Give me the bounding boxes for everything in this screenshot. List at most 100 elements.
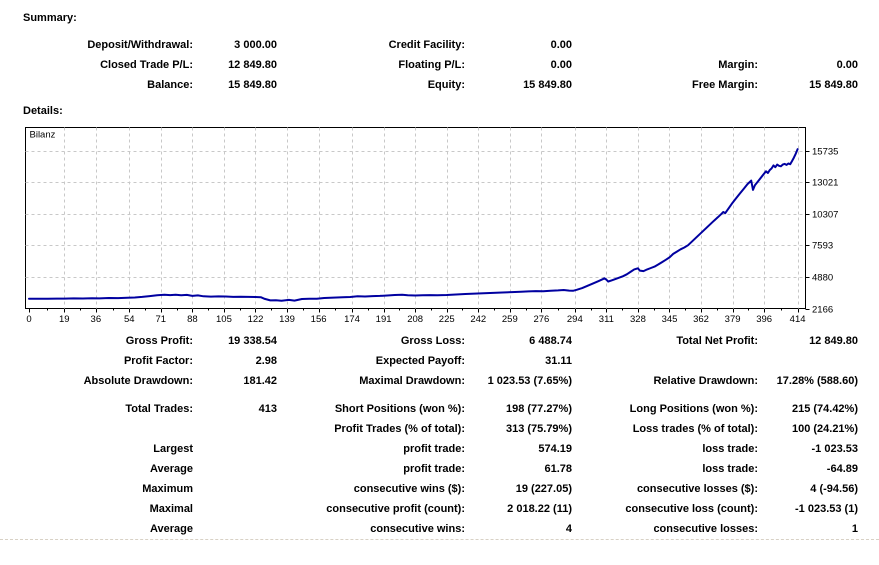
x-tick-label: 88 — [187, 314, 198, 325]
x-tick-label: 191 — [376, 314, 392, 325]
x-tick-label: 122 — [248, 314, 264, 325]
stat-value: 15 849.80 — [523, 79, 572, 91]
chart-series-label: Bilanz — [30, 130, 56, 141]
stat-label: Gross Loss: — [400, 335, 465, 347]
details-heading: Details: — [23, 105, 63, 117]
stat-label: consecutive wins ($): — [353, 483, 465, 495]
stat-value: 61.78 — [544, 463, 572, 475]
stat-value: 2 018.22 (11) — [507, 503, 572, 515]
stat-value: 198 (77.27%) — [505, 403, 572, 415]
stat-value: 0.00 — [550, 39, 572, 51]
stat-label: Floating P/L: — [398, 59, 465, 71]
x-tick-label: 174 — [344, 314, 360, 325]
stat-label: Expected Payoff: — [375, 355, 465, 367]
x-tick-label: 259 — [502, 314, 518, 325]
stat-label: Maximal — [149, 503, 193, 515]
stat-label: consecutive wins: — [370, 523, 465, 535]
stat-label: Maximum — [142, 483, 193, 495]
y-tick-label: 7593 — [812, 241, 833, 252]
stat-label: profit trade: — [403, 443, 465, 455]
stat-label: Free Margin: — [691, 79, 758, 91]
x-tick-label: 242 — [470, 314, 486, 325]
x-tick-label: 414 — [790, 314, 806, 325]
stat-value: 1 — [851, 523, 858, 535]
stat-label: Closed Trade P/L: — [100, 59, 193, 71]
stat-value: 19 (227.05) — [515, 483, 572, 495]
x-tick-label: 54 — [124, 314, 135, 325]
x-tick-label: 105 — [216, 314, 232, 325]
x-tick-label: 396 — [756, 314, 772, 325]
stat-value: 313 (75.79%) — [505, 423, 572, 435]
x-tick-label: 311 — [599, 314, 614, 325]
stat-value: 4 (-94.56) — [810, 483, 858, 495]
stat-value: 413 — [258, 403, 277, 415]
stat-label: Average — [149, 463, 193, 475]
y-tick-label: 10307 — [812, 210, 838, 221]
stat-label: Total Net Profit: — [676, 335, 758, 347]
stat-value: 574.19 — [538, 443, 572, 455]
stat-label: Maximal Drawdown: — [359, 375, 465, 387]
summary-heading: Summary: — [23, 12, 77, 24]
stat-label: Balance: — [147, 79, 193, 91]
stat-label: Credit Facility: — [388, 39, 465, 51]
x-tick-label: 362 — [693, 314, 709, 325]
stat-label: Profit Factor: — [123, 355, 193, 367]
balance-line — [28, 148, 799, 302]
stat-label: consecutive loss (count): — [625, 503, 758, 515]
stat-value: -1 023.53 — [811, 443, 858, 455]
x-tick-label: 379 — [725, 314, 741, 325]
x-tick-label: 0 — [26, 314, 31, 325]
x-tick-label: 208 — [407, 314, 423, 325]
stat-value: 0.00 — [836, 59, 858, 71]
x-tick-label: 328 — [630, 314, 646, 325]
stat-value: 181.42 — [243, 375, 277, 387]
x-tick-label: 345 — [662, 314, 678, 325]
stat-value: 215 (74.42%) — [791, 403, 858, 415]
x-tick-label: 156 — [311, 314, 327, 325]
x-tick-label: 225 — [439, 314, 455, 325]
bottom-separator — [0, 539, 879, 540]
stat-value: 0.00 — [550, 59, 572, 71]
x-tick-label: 19 — [59, 314, 70, 325]
stat-label: Largest — [153, 443, 193, 455]
stat-value: 3 000.00 — [234, 39, 277, 51]
stat-label: consecutive losses ($): — [636, 483, 758, 495]
stat-value: 2.98 — [255, 355, 277, 367]
stat-label: Margin: — [718, 59, 758, 71]
stat-value: 31.11 — [545, 355, 572, 367]
stat-value: 15 849.80 — [228, 79, 277, 91]
x-axis-labels: 0 19 36 54 71 88 105 122 139 156 174 191 208 225 242 25… — [26, 314, 805, 325]
stat-value: 1 023.53 (7.65%) — [487, 375, 572, 387]
stat-value: 15 849.80 — [809, 79, 858, 91]
stat-label: Equity: — [427, 79, 465, 91]
stat-label: Absolute Drawdown: — [83, 375, 193, 387]
y-tick-label: 13021 — [812, 178, 838, 189]
stat-label: Average — [149, 523, 193, 535]
stat-label: Long Positions (won %): — [629, 403, 758, 415]
x-tick-label: 294 — [567, 314, 583, 325]
x-tick-label: 36 — [91, 314, 102, 325]
y-tick-label: 2166 — [812, 305, 833, 316]
stat-value: 19 338.54 — [228, 335, 277, 347]
chart-grid — [25, 127, 806, 309]
stat-label: Short Positions (won %): — [334, 403, 465, 415]
stat-value: 12 849.80 — [228, 59, 277, 71]
stat-label: loss trade: — [702, 463, 758, 475]
y-tick-label: 15735 — [812, 147, 838, 158]
stat-label: Deposit/Withdrawal: — [87, 39, 193, 51]
stat-value: 6 488.74 — [529, 335, 572, 347]
stat-label: consecutive profit (count): — [326, 503, 465, 515]
stat-value: -64.89 — [826, 463, 858, 475]
stat-value: 4 — [565, 523, 572, 535]
x-tick-label: 71 — [156, 314, 167, 325]
stat-value: 100 (24.21%) — [791, 423, 858, 435]
stat-label: loss trade: — [702, 443, 758, 455]
balance-chart: 0 19 36 54 71 88 105 122 139 156 174 191 208 225 242 25… — [25, 127, 838, 325]
stat-label: Gross Profit: — [125, 335, 193, 347]
x-tick-label: 276 — [533, 314, 549, 325]
stat-value: -1 023.53 (1) — [795, 503, 858, 515]
stat-value: 12 849.80 — [809, 335, 858, 347]
axis-ticks — [29, 151, 810, 313]
stat-label: Total Trades: — [125, 403, 193, 415]
